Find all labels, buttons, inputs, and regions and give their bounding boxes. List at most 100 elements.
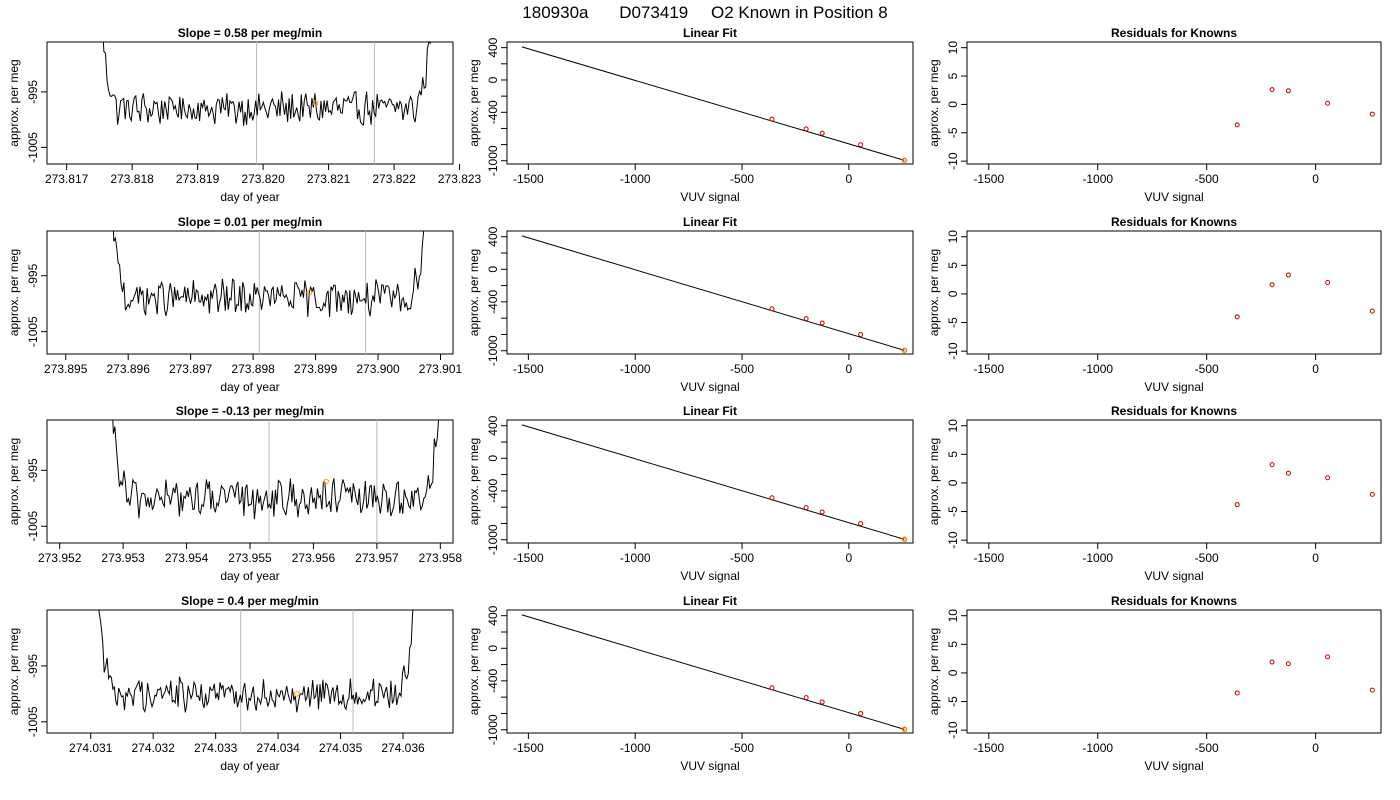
y-tick-label: -1005 — [26, 706, 40, 737]
residual-point — [1285, 272, 1291, 278]
residual-point — [1234, 502, 1240, 508]
x-tick-label: -1000 — [1082, 551, 1113, 565]
y-tick-label: 0 — [486, 645, 500, 652]
x-tick-label: 0 — [846, 362, 853, 376]
plot-frame — [966, 230, 1382, 355]
x-tick-label: -1500 — [513, 172, 544, 186]
residual-point — [1234, 690, 1240, 696]
x-axis-label: day of year — [220, 190, 279, 204]
y-tick-label: -400 — [486, 290, 500, 314]
trace-line — [112, 420, 440, 520]
plot-frame — [506, 609, 914, 734]
panel-fit-row-4: Linear Fit -1500 -1000 -500 0 400 0 -400 -1000 VU… — [467, 594, 914, 773]
x-axis-label: VUV signal — [680, 569, 739, 583]
x-tick-label: 274.032 — [131, 741, 175, 755]
y-tick-label: 400 — [486, 605, 500, 625]
plot-contents — [112, 231, 425, 354]
x-tick-label: -1500 — [973, 551, 1004, 565]
highlight-point — [901, 347, 908, 354]
known-point — [819, 699, 825, 705]
y-tick-label: 400 — [486, 226, 500, 246]
y-tick-label: 0 — [946, 290, 960, 297]
trace-line — [102, 42, 431, 126]
x-tick-label: -1500 — [513, 551, 544, 565]
y-tick-label: -400 — [486, 100, 500, 124]
y-tick-label: 10 — [946, 419, 960, 433]
y-tick-label: 10 — [946, 609, 960, 623]
x-tick-label: 274.033 — [194, 741, 238, 755]
panel-resid-row-4: Residuals for Knowns -1500 -1000 -500 0 10 5 0 -… — [927, 594, 1382, 773]
x-tick-label: 274.035 — [319, 741, 363, 755]
y-tick-label: -995 — [26, 263, 40, 287]
x-tick-label: 273.895 — [44, 362, 88, 376]
y-tick-label: -400 — [486, 669, 500, 693]
residual-point — [1325, 475, 1331, 481]
x-tick-label: -500 — [730, 551, 754, 565]
known-point — [769, 116, 775, 122]
panel-resid-row-1: Residuals for Knowns -1500 -1000 -500 0 10 5 0 -… — [927, 26, 1382, 204]
y-axis-label: approx. per meg — [7, 628, 21, 715]
x-tick-label: 273.952 — [38, 551, 82, 565]
y-tick-label: -10 — [946, 152, 960, 170]
y-tick-label: -995 — [26, 458, 40, 482]
known-point — [769, 495, 775, 501]
plot-frame — [46, 230, 454, 355]
x-axis-label: VUV signal — [680, 380, 739, 394]
y-tick-label: 10 — [946, 230, 960, 244]
known-point — [819, 509, 825, 515]
x-tick-label: -1000 — [1082, 172, 1113, 186]
y-tick-label: -1000 — [486, 145, 500, 176]
x-tick-label: 273.898 — [231, 362, 275, 376]
known-point — [803, 316, 809, 322]
y-tick-label: -5 — [946, 696, 960, 707]
plot-contents — [98, 610, 414, 733]
known-point — [858, 332, 864, 338]
x-tick-label: 273.899 — [294, 362, 338, 376]
x-tick-label: -500 — [1195, 551, 1219, 565]
plot-frame — [506, 419, 914, 544]
x-tick-label: -500 — [730, 362, 754, 376]
plot-frame — [46, 609, 454, 734]
plot-contents — [1234, 272, 1375, 320]
fit-line — [521, 614, 905, 730]
residual-point — [1369, 111, 1375, 117]
plot-title: Residuals for Knowns — [1111, 594, 1237, 608]
figure-title: 180930a D073419 O2 Known in Position 8 — [522, 3, 887, 22]
x-tick-label: 273.897 — [169, 362, 213, 376]
x-tick-label: -1500 — [973, 741, 1004, 755]
residual-point — [1234, 122, 1240, 128]
chart-panels: Slope = 0.58 per meg/min 273.817 273.818 27… — [7, 26, 1382, 773]
panel-time-row-4: Slope = 0.4 per meg/min 274.031 274.032 274… — [7, 594, 454, 773]
y-tick-label: 5 — [946, 451, 960, 458]
x-tick-label: 273.823 — [438, 172, 482, 186]
x-tick-label: 273.900 — [356, 362, 400, 376]
x-tick-label: 0 — [1312, 551, 1319, 565]
x-tick-label: 273.818 — [110, 172, 154, 186]
figure-title-id: D073419 — [619, 3, 688, 22]
residual-point — [1269, 659, 1275, 665]
highlight-point — [294, 691, 300, 697]
residual-point — [1325, 654, 1331, 660]
y-axis-label: approx. per meg — [927, 438, 941, 525]
y-axis-label: approx. per meg — [927, 59, 941, 146]
plot-frame — [506, 230, 914, 355]
known-point — [803, 505, 809, 511]
residual-point — [1285, 88, 1291, 94]
x-tick-label: 0 — [846, 551, 853, 565]
known-point — [819, 130, 825, 136]
y-axis-label: approx. per meg — [927, 628, 941, 715]
x-tick-label: 273.958 — [419, 551, 463, 565]
x-axis-label: day of year — [220, 569, 279, 583]
figure-title-date: 180930a — [522, 3, 589, 22]
known-point — [819, 320, 825, 326]
x-axis-label: VUV signal — [680, 759, 739, 773]
y-tick-label: -995 — [26, 654, 40, 678]
x-tick-label: 0 — [1312, 172, 1319, 186]
x-tick-label: -1500 — [973, 172, 1004, 186]
x-tick-label: -1000 — [1082, 741, 1113, 755]
fit-line — [521, 46, 905, 161]
known-point — [858, 711, 864, 717]
plot-title: Linear Fit — [683, 404, 737, 418]
y-tick-label: -1000 — [486, 714, 500, 745]
x-tick-label: -1500 — [513, 741, 544, 755]
